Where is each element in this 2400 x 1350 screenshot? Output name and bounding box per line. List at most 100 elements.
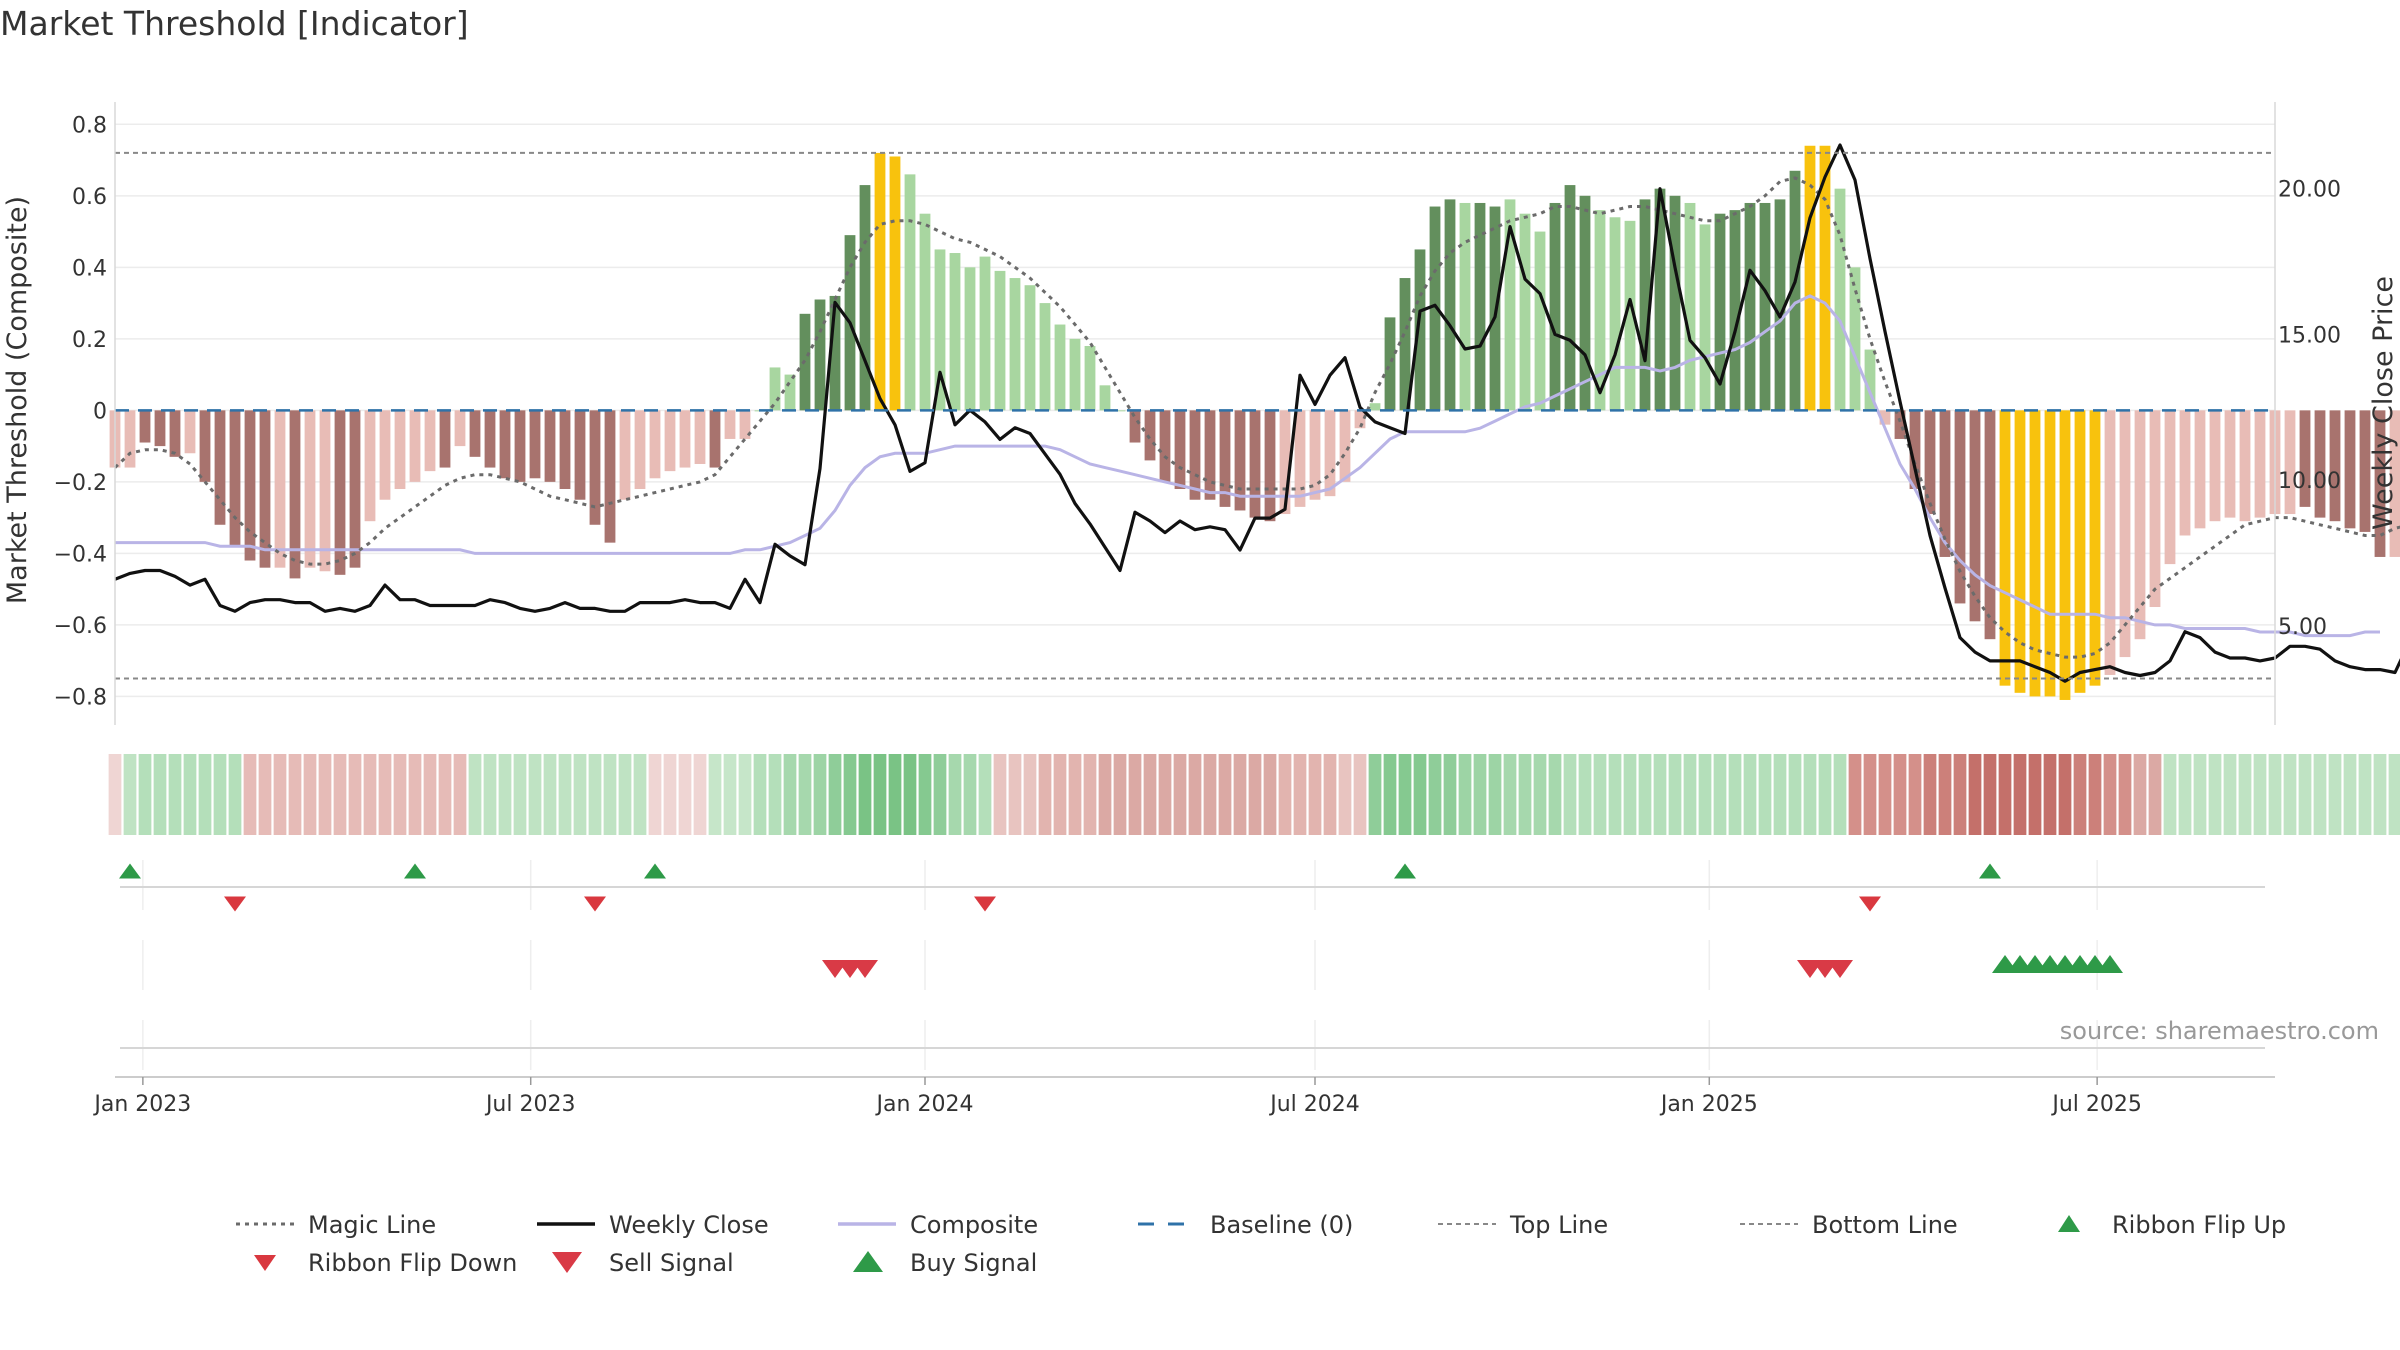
composite-bar bbox=[1234, 410, 1246, 511]
composite-bar bbox=[2359, 410, 2371, 532]
ribbon-cell bbox=[1803, 754, 1817, 835]
composite-bar bbox=[1789, 170, 1801, 411]
ribbon-cell bbox=[423, 754, 437, 835]
composite-bar bbox=[2149, 410, 2161, 608]
composite-bar bbox=[2044, 410, 2056, 697]
composite-bar bbox=[1519, 213, 1531, 411]
ribbon-cell bbox=[2343, 754, 2357, 835]
ribbon-cell bbox=[2373, 754, 2387, 835]
composite-bar bbox=[1429, 206, 1441, 411]
ribbon-cell bbox=[1488, 754, 1502, 835]
composite-bar bbox=[1339, 410, 1351, 482]
sell-signal-marker bbox=[852, 960, 878, 978]
ribbon-cell bbox=[708, 754, 722, 835]
y-axis-label: Market Threshold (Composite) bbox=[2, 196, 33, 604]
ribbon-cell bbox=[183, 754, 197, 835]
ribbon-cell bbox=[1083, 754, 1097, 835]
composite-bar bbox=[394, 410, 406, 490]
composite-bar bbox=[1129, 410, 1141, 443]
composite-bar bbox=[2074, 410, 2086, 693]
ribbon-cell bbox=[1248, 754, 1262, 835]
ribbon-cell bbox=[1473, 754, 1487, 835]
ribbon-cell bbox=[1668, 754, 1682, 835]
ribbon-cell bbox=[1608, 754, 1622, 835]
ribbon-cell bbox=[1653, 754, 1667, 835]
ribbon-cell bbox=[1968, 754, 1982, 835]
ribbon-cell bbox=[1893, 754, 1907, 835]
composite-bar bbox=[2089, 410, 2101, 686]
ribbon-cell bbox=[1098, 754, 1112, 835]
ribbon-cell bbox=[1578, 754, 1592, 835]
ribbon-cell bbox=[348, 754, 362, 835]
composite-bar bbox=[1969, 410, 1981, 622]
ribbon-cell bbox=[483, 754, 497, 835]
legend-key-flip-down bbox=[254, 1255, 276, 1271]
ribbon-cell bbox=[2103, 754, 2117, 835]
legend-label: Baseline (0) bbox=[1210, 1211, 1353, 1239]
composite-bar bbox=[604, 410, 616, 543]
composite-bar bbox=[1174, 410, 1186, 490]
ribbon-cell bbox=[2223, 754, 2237, 835]
legend-label: Sell Signal bbox=[609, 1249, 734, 1277]
composite-bar bbox=[1669, 195, 1681, 411]
ribbon-flip-down-marker bbox=[974, 896, 996, 912]
ribbon-cell bbox=[813, 754, 827, 835]
ribbon-cell bbox=[333, 754, 347, 835]
ribbon-cell bbox=[2388, 754, 2400, 835]
composite-bar bbox=[1474, 202, 1486, 411]
ribbon-cell bbox=[1698, 754, 1712, 835]
ribbon-cell bbox=[1188, 754, 1202, 835]
composite-bar bbox=[289, 410, 301, 579]
ribbon-cell bbox=[1293, 754, 1307, 835]
composite-bar bbox=[454, 410, 466, 447]
ribbon-cell bbox=[2148, 754, 2162, 835]
ribbon-cell bbox=[1878, 754, 1892, 835]
composite-bar bbox=[979, 256, 991, 411]
ribbon-cell bbox=[603, 754, 617, 835]
ribbon-cell bbox=[228, 754, 242, 835]
ribbon-flip-down-marker bbox=[1859, 896, 1881, 912]
legend-label: Top Line bbox=[1509, 1211, 1608, 1239]
composite-bar bbox=[2194, 410, 2206, 529]
ribbon-cell bbox=[1053, 754, 1067, 835]
composite-bar bbox=[2299, 410, 2311, 507]
composite-bar bbox=[2314, 410, 2326, 518]
x-tick-label: Jul 2024 bbox=[1268, 1092, 1360, 1117]
composite-bar bbox=[559, 410, 571, 490]
ribbon-cell bbox=[2013, 754, 2027, 835]
composite-bar bbox=[1459, 202, 1471, 411]
y-tick-label: −0.4 bbox=[54, 542, 107, 567]
ribbon-cell bbox=[258, 754, 272, 835]
ribbon-cell bbox=[1863, 754, 1877, 835]
composite-bar bbox=[409, 410, 421, 482]
composite-bar bbox=[2134, 410, 2146, 640]
ribbon-cell bbox=[2118, 754, 2132, 835]
composite-bar bbox=[1099, 385, 1111, 411]
ribbon-cell bbox=[243, 754, 257, 835]
signal-markers bbox=[119, 860, 2265, 1070]
ribbon-cell bbox=[678, 754, 692, 835]
composite-bar bbox=[694, 410, 706, 464]
ribbon-cell bbox=[1173, 754, 1187, 835]
ribbon-cell bbox=[783, 754, 797, 835]
reference-lines bbox=[115, 151, 2275, 680]
legend-label: Weekly Close bbox=[609, 1211, 769, 1239]
composite-bar bbox=[1819, 145, 1831, 411]
ribbon-cell bbox=[1683, 754, 1697, 835]
composite-bar bbox=[2059, 410, 2071, 700]
ribbon-flip-up-marker bbox=[119, 863, 141, 879]
ribbon-cell bbox=[213, 754, 227, 835]
ribbon-flip-up-marker bbox=[404, 863, 426, 879]
composite-bar bbox=[484, 410, 496, 468]
composite-bar bbox=[2224, 410, 2236, 518]
ribbon-cell bbox=[723, 754, 737, 835]
ribbon-cell bbox=[1458, 754, 1472, 835]
ribbon-cell bbox=[1548, 754, 1562, 835]
x-tick-label: Jul 2025 bbox=[2050, 1092, 2142, 1117]
ribbon-flip-down-marker bbox=[584, 896, 606, 912]
composite-bar bbox=[1999, 410, 2011, 686]
ribbon-cell bbox=[1428, 754, 1442, 835]
composite-bar bbox=[994, 270, 1006, 411]
ribbon-cell bbox=[2058, 754, 2072, 835]
ribbon-cell bbox=[2268, 754, 2282, 835]
